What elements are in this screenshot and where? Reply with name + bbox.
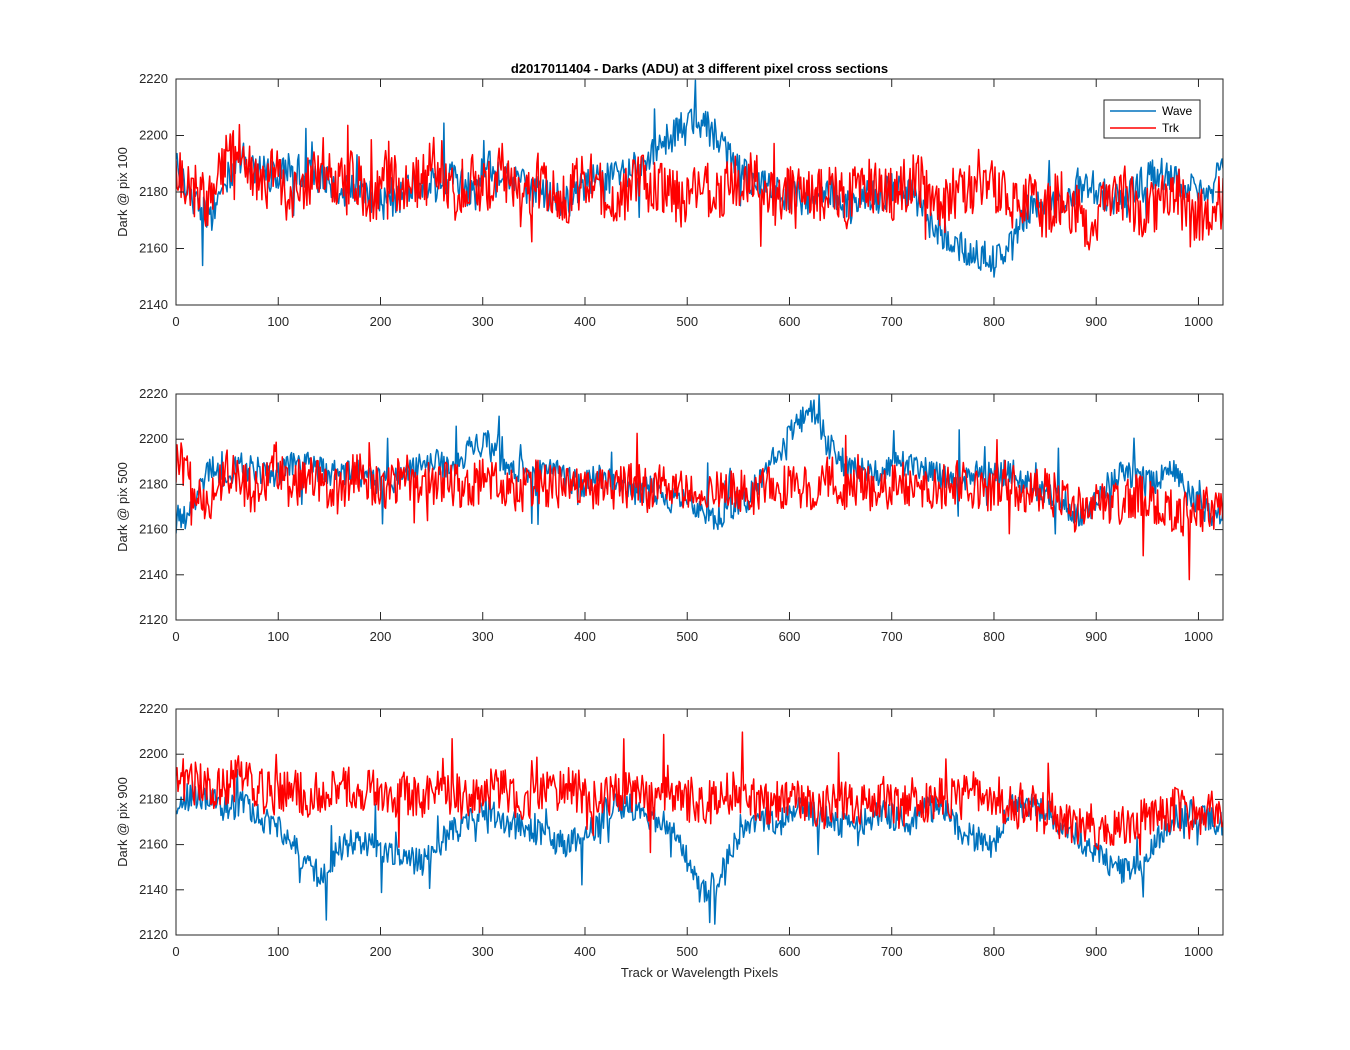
y-tick-label: 2140 — [139, 297, 168, 312]
x-tick-label: 900 — [1085, 944, 1107, 959]
y-tick-label: 2200 — [139, 746, 168, 761]
y-tick-label: 2180 — [139, 184, 168, 199]
series-group — [176, 731, 1223, 925]
y-axis-label: Dark @ pix 100 — [115, 147, 130, 237]
x-tick-label: 100 — [267, 629, 289, 644]
y-tick-label: 2160 — [139, 837, 168, 852]
legend-box — [1103, 99, 1201, 139]
x-tick-label: 300 — [472, 629, 494, 644]
y-axis-label: Dark @ pix 500 — [115, 462, 130, 552]
subplot-1: 0 100 200 300 400 500 600 700 800 900 1000 2140 2160… — [115, 71, 1224, 329]
series-line-trk — [176, 123, 1223, 251]
x-tick-label: 800 — [983, 629, 1005, 644]
y-tick-label: 2220 — [139, 71, 168, 86]
x-tick-label: 800 — [983, 314, 1005, 329]
x-tick-label: 0 — [172, 944, 179, 959]
x-tick-label: 600 — [779, 629, 801, 644]
y-tick-label: 2140 — [139, 567, 168, 582]
y-tick-label: 2220 — [139, 701, 168, 716]
series-group — [176, 394, 1223, 581]
y-tick-label: 2160 — [139, 522, 168, 537]
x-tick-label: 300 — [472, 944, 494, 959]
x-tick-label: 1000 — [1184, 944, 1213, 959]
x-tick-label: 400 — [574, 314, 596, 329]
subplot-3: 0 100 200 300 400 500 600 700 800 900 1000 2120 2140… — [115, 701, 1224, 959]
series-line-trk — [176, 432, 1223, 581]
x-tick-label: 900 — [1085, 314, 1107, 329]
x-tick-label: 700 — [881, 629, 903, 644]
plot-border — [175, 708, 1224, 936]
x-tick-label: 1000 — [1184, 314, 1213, 329]
series-line-trk — [176, 731, 1223, 856]
subplots: 0 100 200 300 400 500 600 700 800 900 100021402160… — [115, 71, 1224, 959]
x-tick-label: 600 — [779, 314, 801, 329]
x-tick-label: 500 — [676, 944, 698, 959]
series-line-wave — [176, 768, 1223, 925]
x-tick-label: 500 — [676, 314, 698, 329]
x-tick-label: 800 — [983, 944, 1005, 959]
y-tick-label: 2180 — [139, 791, 168, 806]
chart-title: d2017011404 - Darks (ADU) at 3 different… — [511, 61, 888, 76]
x-tick-label: 400 — [574, 629, 596, 644]
y-axis-label: Dark @ pix 900 — [115, 777, 130, 867]
x-tick-label: 700 — [881, 944, 903, 959]
y-tick-label: 2120 — [139, 927, 168, 942]
series-line-wave — [176, 79, 1223, 278]
subplot-2: 0 100 200 300 400 500 600 700 800 900 1000 2120 2140… — [115, 386, 1224, 644]
x-tick-label: 0 — [172, 314, 179, 329]
x-tick-label: 1000 — [1184, 629, 1213, 644]
x-tick-label: 200 — [370, 314, 392, 329]
x-tick-label: 900 — [1085, 629, 1107, 644]
y-tick-label: 2200 — [139, 431, 168, 446]
x-tick-label: 300 — [472, 314, 494, 329]
legend-label-trk: Trk — [1162, 121, 1180, 135]
y-tick-label: 2180 — [139, 476, 168, 491]
x-tick-label: 200 — [370, 629, 392, 644]
x-tick-label: 200 — [370, 944, 392, 959]
x-tick-label: 100 — [267, 314, 289, 329]
y-tick-label: 2140 — [139, 882, 168, 897]
legend-label-wave: Wave — [1162, 104, 1193, 118]
y-tick-label: 2120 — [139, 612, 168, 627]
x-tick-label: 100 — [267, 944, 289, 959]
x-tick-label: 400 — [574, 944, 596, 959]
legend: Wave Trk — [1103, 99, 1201, 139]
x-tick-label: 0 — [172, 629, 179, 644]
y-tick-label: 2200 — [139, 128, 168, 143]
y-tick-label: 2160 — [139, 241, 168, 256]
x-tick-label: 700 — [881, 314, 903, 329]
x-tick-label: 500 — [676, 629, 698, 644]
y-tick-label: 2220 — [139, 386, 168, 401]
series-group — [176, 79, 1223, 278]
x-tick-label: 600 — [779, 944, 801, 959]
plot-border — [175, 393, 1224, 621]
x-axis-label: Track or Wavelength Pixels — [621, 965, 779, 980]
